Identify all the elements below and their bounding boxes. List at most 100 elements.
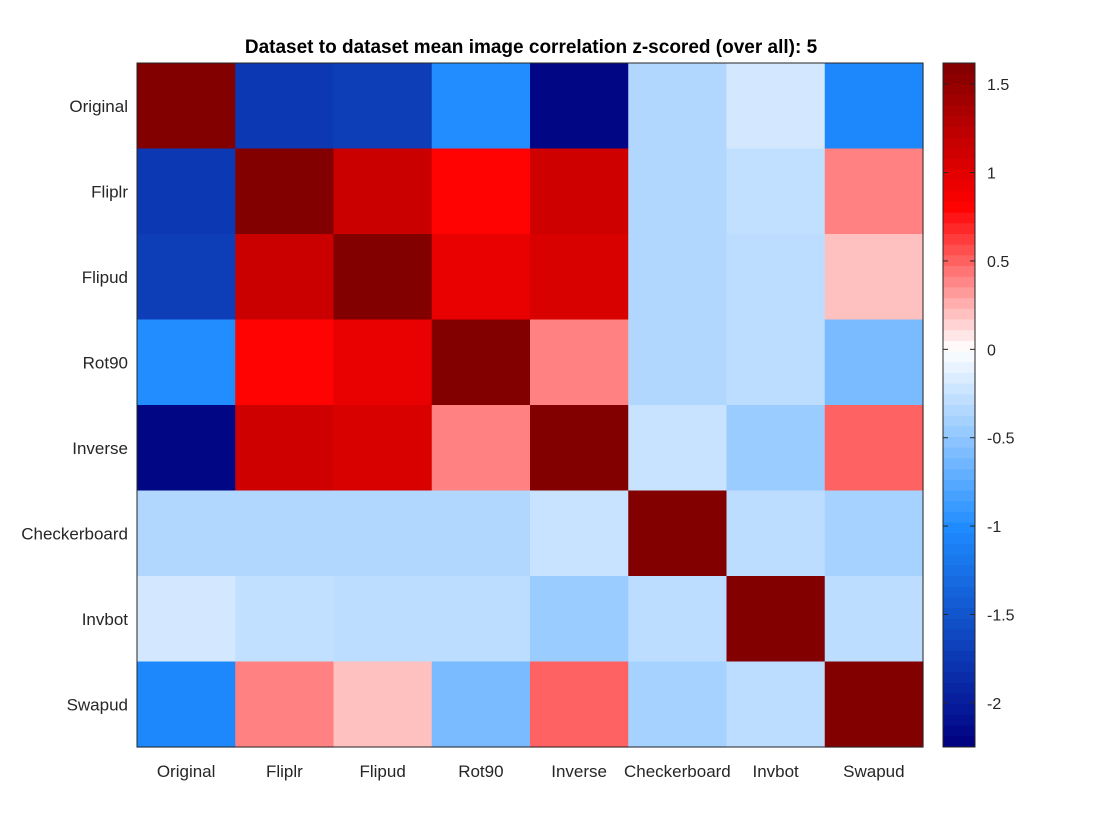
colorbar-band: [943, 105, 975, 117]
heatmap-cell-swapud-fliplr: [235, 661, 335, 748]
colorbar-frame: [942, 62, 976, 748]
heatmap-cell-fliplr-inverse: [530, 148, 629, 235]
heatmap-cell-fliplr-rot90: [431, 148, 531, 235]
colorbar-band: [943, 608, 975, 620]
y-tick-label-flipud: Flipud: [82, 268, 128, 287]
heatmap-cell-rot90-original: [137, 319, 236, 406]
heatmap-cell-checkerboard-fliplr: [235, 490, 335, 577]
heatmap-cell-invbot-fliplr: [235, 576, 335, 663]
colorbar-band: [943, 223, 975, 235]
heatmap-cell-checkerboard-flipud: [333, 490, 433, 577]
colorbar-band: [943, 137, 975, 149]
x-tick-label-rot90: Rot90: [458, 762, 503, 781]
heatmap-cell-inverse-inverse: [530, 405, 629, 492]
colorbar-band: [943, 533, 975, 545]
colorbar-band: [943, 234, 975, 246]
y-tick-label-rot90: Rot90: [83, 353, 128, 372]
heatmap-cell-checkerboard-swapud: [824, 490, 924, 577]
heatmap-cell-inverse-original: [137, 405, 236, 492]
heatmap-cell-checkerboard-checkerboard: [628, 490, 728, 577]
x-tick-label-original: Original: [157, 762, 216, 781]
colorbar-band: [943, 586, 975, 598]
colorbar-band: [943, 426, 975, 438]
colorbar-tick-label: -0.5: [987, 431, 1015, 448]
colorbar-band: [943, 394, 975, 406]
colorbar-band: [943, 725, 975, 737]
heatmap-cell-original-invbot: [726, 63, 826, 150]
colorbar-band: [943, 127, 975, 139]
heatmap-cell-original-checkerboard: [628, 63, 728, 150]
heatmap-cell-fliplr-fliplr: [235, 148, 335, 235]
colorbar-band: [943, 308, 975, 320]
colorbar-band: [943, 650, 975, 662]
heatmap-cell-original-fliplr: [235, 63, 335, 150]
colorbar-band: [943, 501, 975, 513]
colorbar-band: [943, 704, 975, 716]
colorbar-band: [943, 405, 975, 417]
x-tick-labels: Original Fliplr Flipud Rot90 Inverse Checkerb…: [157, 762, 905, 781]
heatmap-cell-invbot-flipud: [333, 576, 433, 663]
colorbar-band: [943, 95, 975, 107]
heatmap-cell-checkerboard-inverse: [530, 490, 629, 577]
heatmap-cell-checkerboard-invbot: [726, 490, 826, 577]
colorbar-band: [943, 340, 975, 352]
heatmap-cell-fliplr-original: [137, 148, 236, 235]
colorbar-tick-label: 1.5: [987, 77, 1009, 94]
colorbar-band: [943, 212, 975, 224]
heatmap-cell-swapud-original: [137, 661, 236, 748]
colorbar-band: [943, 458, 975, 470]
y-tick-label-swapud: Swapud: [67, 695, 128, 714]
x-tick-label-inverse: Inverse: [551, 762, 607, 781]
heatmap-cell-rot90-flipud: [333, 319, 433, 406]
y-tick-labels: Original Fliplr Flipud Rot90 Inverse Checkerb…: [21, 97, 128, 715]
colorbar-band: [943, 511, 975, 523]
colorbar-band: [943, 479, 975, 491]
colorbar-band: [943, 565, 975, 577]
x-tick-label-fliplr: Fliplr: [266, 762, 303, 781]
colorbar-ticks: 1.5 1 0.5 0 -0.5 -1 -1.5 -2: [943, 77, 1015, 713]
colorbar-band: [943, 714, 975, 727]
colorbar-band: [943, 63, 975, 75]
heatmap-cell-swapud-rot90: [431, 661, 531, 748]
colorbar-band: [943, 191, 975, 203]
heatmap-cell-checkerboard-original: [137, 490, 236, 577]
heatmap-cell-original-swapud: [824, 63, 924, 150]
colorbar-tick-label: -1.5: [987, 607, 1015, 624]
heatmap-cell-rot90-inverse: [530, 319, 629, 406]
heatmap-cell-flipud-inverse: [530, 234, 629, 321]
colorbar-tick-label: 1: [987, 166, 996, 183]
colorbar-band: [943, 84, 975, 96]
heatmap-cell-rot90-checkerboard: [628, 319, 728, 406]
heatmap-cell-flipud-rot90: [431, 234, 531, 321]
colorbar-band: [943, 180, 975, 192]
colorbar-tick-label: 0.5: [987, 254, 1009, 271]
colorbar-band: [943, 330, 975, 342]
heatmap-cell-inverse-flipud: [333, 405, 433, 492]
heatmap-cell-invbot-original: [137, 576, 236, 663]
heatmap-cell-swapud-inverse: [530, 661, 629, 748]
colorbar-band: [943, 576, 975, 588]
heatmap-cell-original-rot90: [431, 63, 531, 150]
colorbar-band: [943, 351, 975, 363]
heatmap-cell-fliplr-flipud: [333, 148, 433, 235]
x-tick-label-flipud: Flipud: [359, 762, 405, 781]
colorbar-band: [943, 201, 975, 214]
heatmap-cell-swapud-flipud: [333, 661, 433, 748]
colorbar-band: [943, 618, 975, 630]
colorbar-band: [943, 73, 975, 85]
colorbar-band: [943, 362, 975, 374]
heatmap-cell-invbot-checkerboard: [628, 576, 728, 663]
colorbar-tick-label: -1: [987, 519, 1001, 536]
heatmap-cell-original-original: [137, 63, 236, 150]
heatmap-cell-flipud-invbot: [726, 234, 826, 321]
colorbar-tick-label: 0: [987, 342, 996, 359]
heatmap-cell-rot90-fliplr: [235, 319, 335, 406]
colorbar-band: [943, 255, 975, 267]
heatmap-cell-invbot-rot90: [431, 576, 531, 663]
heatmap-cell-invbot-invbot: [726, 576, 826, 663]
y-tick-label-inverse: Inverse: [72, 439, 128, 458]
heatmap-cell-rot90-invbot: [726, 319, 826, 406]
heatmap-cell-fliplr-swapud: [824, 148, 924, 235]
colorbar-band: [943, 148, 975, 160]
